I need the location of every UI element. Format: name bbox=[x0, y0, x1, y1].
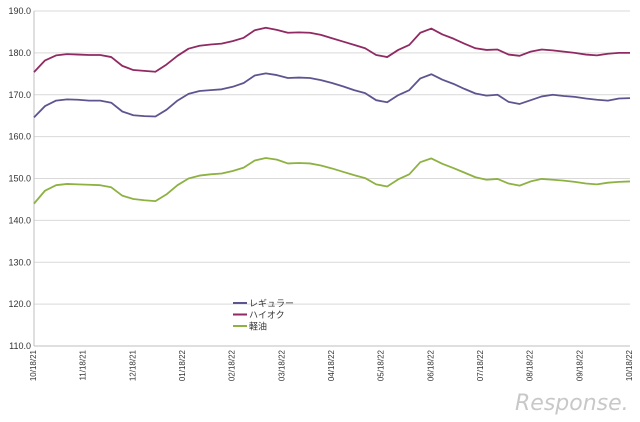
series-line-1 bbox=[33, 26, 630, 73]
x-tick-label: 08/18/22 bbox=[526, 349, 535, 381]
x-tick-label: 03/18/22 bbox=[277, 349, 286, 381]
axes bbox=[33, 11, 630, 347]
y-tick-label: 190.0 bbox=[8, 6, 31, 16]
x-tick-label: 02/18/22 bbox=[228, 349, 237, 381]
x-tick-label: 12/18/21 bbox=[128, 349, 137, 381]
legend-label: ハイオク bbox=[249, 310, 285, 321]
y-tick-label: 110.0 bbox=[9, 341, 31, 351]
y-tick-labels: 110.0 120.0 130.0 140.0 150.0 160.0 170.0 180.0… bbox=[8, 6, 31, 351]
legend-label: レギュラー bbox=[249, 299, 294, 310]
x-tick-label: 09/18/22 bbox=[575, 349, 584, 381]
series-lines bbox=[33, 26, 631, 205]
x-tick-label: 05/18/22 bbox=[377, 349, 386, 381]
x-tick-label: 04/18/22 bbox=[327, 349, 336, 381]
x-tick-label: 06/18/22 bbox=[426, 349, 435, 381]
y-tick-label: 170.0 bbox=[8, 90, 31, 100]
x-tick-label: 10/18/22 bbox=[625, 349, 634, 381]
y-tick-label: 130.0 bbox=[8, 257, 31, 267]
x-tick-labels: 10/18/21 11/18/21 12/18/21 01/18/22 02/18/22… bbox=[29, 349, 634, 381]
legend-label: 軽油 bbox=[249, 321, 267, 333]
watermark-text: Response. bbox=[515, 391, 629, 416]
x-tick-label: 01/18/22 bbox=[178, 349, 187, 381]
y-tick-label: 140.0 bbox=[8, 215, 31, 225]
y-tick-label: 160.0 bbox=[8, 132, 31, 142]
gridlines bbox=[34, 10, 630, 305]
x-tick-label: 10/18/21 bbox=[29, 349, 38, 381]
x-tick-label: 11/18/21 bbox=[79, 349, 88, 380]
y-tick-label: 120.0 bbox=[8, 299, 31, 309]
series-line-2 bbox=[33, 157, 631, 205]
series-line-0 bbox=[33, 72, 631, 118]
x-tick-label: 07/18/22 bbox=[476, 349, 485, 381]
response-logo: Response. bbox=[515, 391, 629, 416]
y-tick-label: 150.0 bbox=[8, 174, 31, 184]
y-tick-label: 180.0 bbox=[8, 48, 31, 58]
